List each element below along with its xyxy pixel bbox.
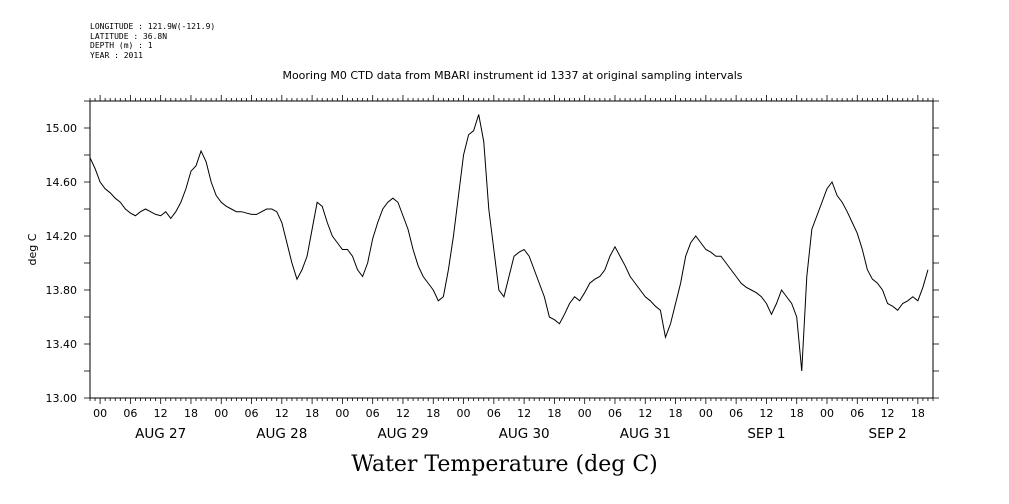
year-text: YEAR : 2011 [90,50,143,60]
x-date-label: SEP 2 [869,426,907,442]
x-tick-label: 18 [547,407,561,420]
x-tick-label: 06 [123,407,137,420]
longitude-text: LONGITUDE : 121.9W(-121.9) [90,22,216,31]
x-tick-label: 00 [578,407,592,420]
x-tick-label: 12 [517,407,531,420]
x-tick-label: 18 [790,407,804,420]
x-tick-label: 12 [275,407,289,420]
depth-text: DEPTH (m) : 1 [90,41,153,50]
x-tick-label: 18 [305,407,319,420]
x-tick-label: 06 [608,407,622,420]
chart-subtitle: Mooring M0 CTD data from MBARI instrumen… [282,69,743,82]
x-tick-label: 00 [699,407,713,420]
series-line-water-temperature [89,114,929,372]
x-tick-label: 00 [820,407,834,420]
x-date-label: AUG 31 [620,426,671,442]
x-date-label: AUG 30 [499,426,550,442]
x-tick-label: 12 [396,407,410,420]
x-tick-label: 18 [184,407,198,420]
x-tick-label: 00 [457,407,471,420]
y-tick-label: 13.00 [46,392,78,405]
x-tick-label: 00 [335,407,349,420]
y-tick-label: 15.00 [46,122,78,135]
y-tick-label: 14.20 [46,230,78,243]
x-tick-label: 12 [154,407,168,420]
x-date-label: AUG 29 [377,426,428,442]
latitude-text: LATITUDE : 36.8N [90,31,168,41]
x-tick-label: 12 [759,407,773,420]
x-tick-label: 06 [487,407,501,420]
y-tick-label: 13.80 [46,284,78,297]
x-tick-label: 18 [669,407,683,420]
y-tick-label: 14.60 [46,176,78,189]
metadata-block: LONGITUDE : 121.9W(-121.9) LATITUDE : 36… [90,22,215,60]
x-tick-label: 18 [426,407,440,420]
x-tick-label: 00 [214,407,228,420]
y-axis-label: deg C [26,233,39,265]
x-tick-label: 00 [93,407,107,420]
x-date-label: AUG 27 [135,426,186,442]
x-tick-label: 12 [881,407,895,420]
x-tick-label: 06 [850,407,864,420]
x-tick-label: 12 [638,407,652,420]
x-tick-label: 18 [911,407,925,420]
plot-frame [89,100,934,399]
x-tick-label: 06 [729,407,743,420]
x-tick-label: 06 [245,407,259,420]
chart-main-title: Water Temperature (deg C) [351,452,658,477]
x-tick-label: 06 [366,407,380,420]
y-tick-label: 13.40 [46,338,78,351]
x-date-label: AUG 28 [256,426,307,442]
x-date-label: SEP 1 [747,426,785,442]
